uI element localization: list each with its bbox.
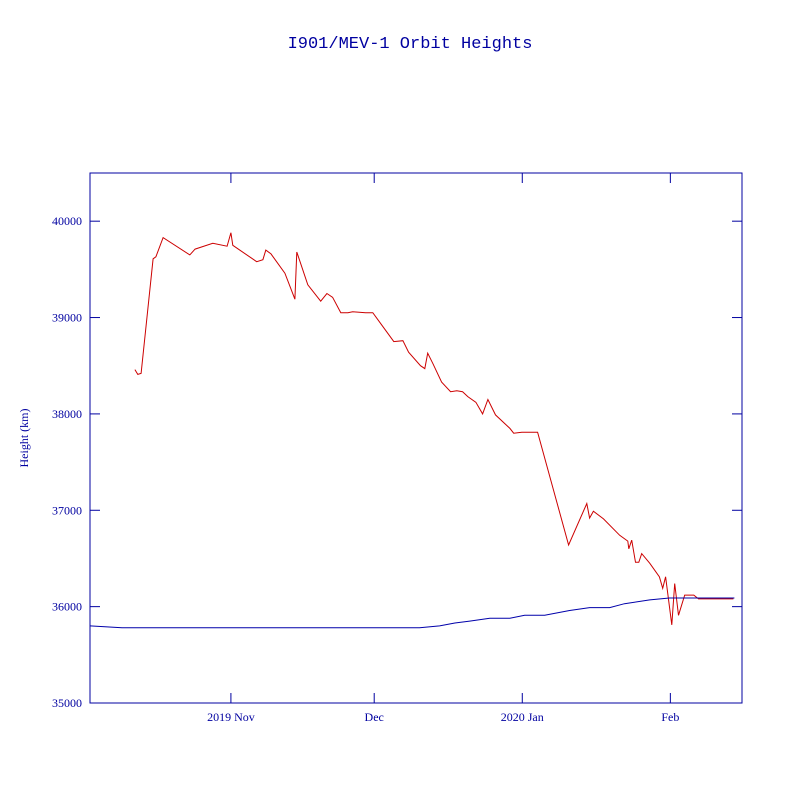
x-tick-label: Feb [661,710,679,724]
x-tick-label: Dec [365,710,384,724]
x-tick-label: 2020 Jan [501,710,544,724]
y-tick-label: 39000 [52,311,82,325]
y-axis-label: Height (km) [17,409,31,468]
y-tick-label: 38000 [52,407,82,421]
series-line [89,597,735,629]
series-line [134,232,734,625]
plot-frame [89,172,743,704]
y-tick-label: 40000 [52,214,82,228]
y-tick-label: 35000 [52,696,82,710]
x-tick-label: 2019 Nov [207,710,255,724]
chart-title: I901/MEV-1 Orbit Heights [288,35,533,54]
y-tick-label: 36000 [52,600,82,614]
y-tick-label: 37000 [52,503,82,517]
